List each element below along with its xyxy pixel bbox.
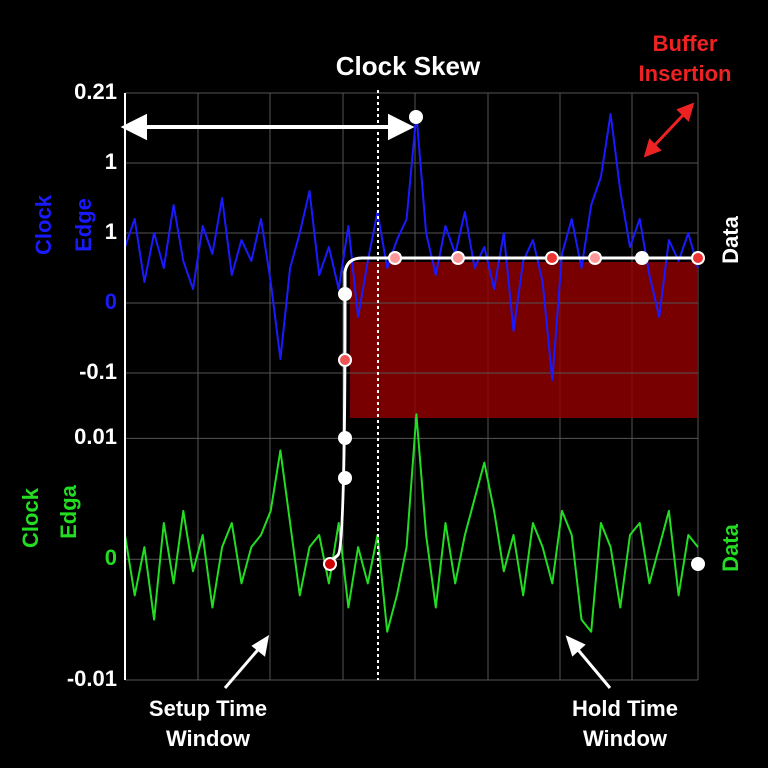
bottom-annotation: Setup Time (149, 696, 267, 721)
y-tick-label: 1 (105, 149, 117, 174)
buffer-arrow (643, 102, 695, 158)
skew-arrow (120, 113, 415, 141)
bottom-annotation: Window (583, 726, 668, 751)
y-tick-label: -0.1 (79, 359, 117, 384)
y-tick-label: 0.21 (74, 79, 117, 104)
data-line (124, 413, 699, 633)
y-label: Edge (71, 198, 96, 252)
step-points (323, 110, 705, 571)
y-label: Edga (56, 484, 81, 539)
y-label: Clock (18, 487, 43, 548)
y-label: Clock (31, 194, 56, 255)
bottom-annotation: Hold Time (572, 696, 678, 721)
y-tick-label: 0 (105, 289, 117, 314)
shaded-region (350, 262, 698, 418)
y-tick-label: 1 (105, 219, 117, 244)
over-layer (120, 90, 705, 689)
clock-step (329, 256, 698, 564)
y-tick-label: 0 (105, 545, 117, 570)
bottom-annotation: Window (166, 726, 251, 751)
data-layer (124, 113, 699, 633)
window-pointers (223, 634, 612, 689)
chart-title: Clock Skew (336, 51, 481, 81)
y-tick-label: 0.01 (74, 424, 117, 449)
under-layer (125, 92, 699, 681)
right-label: Data (718, 523, 743, 571)
annotation: Insertion (639, 61, 732, 86)
right-label: Data (718, 215, 743, 263)
y-tick-label: -0.01 (67, 666, 117, 691)
data-line (124, 113, 699, 381)
annotation: Buffer (653, 31, 718, 56)
